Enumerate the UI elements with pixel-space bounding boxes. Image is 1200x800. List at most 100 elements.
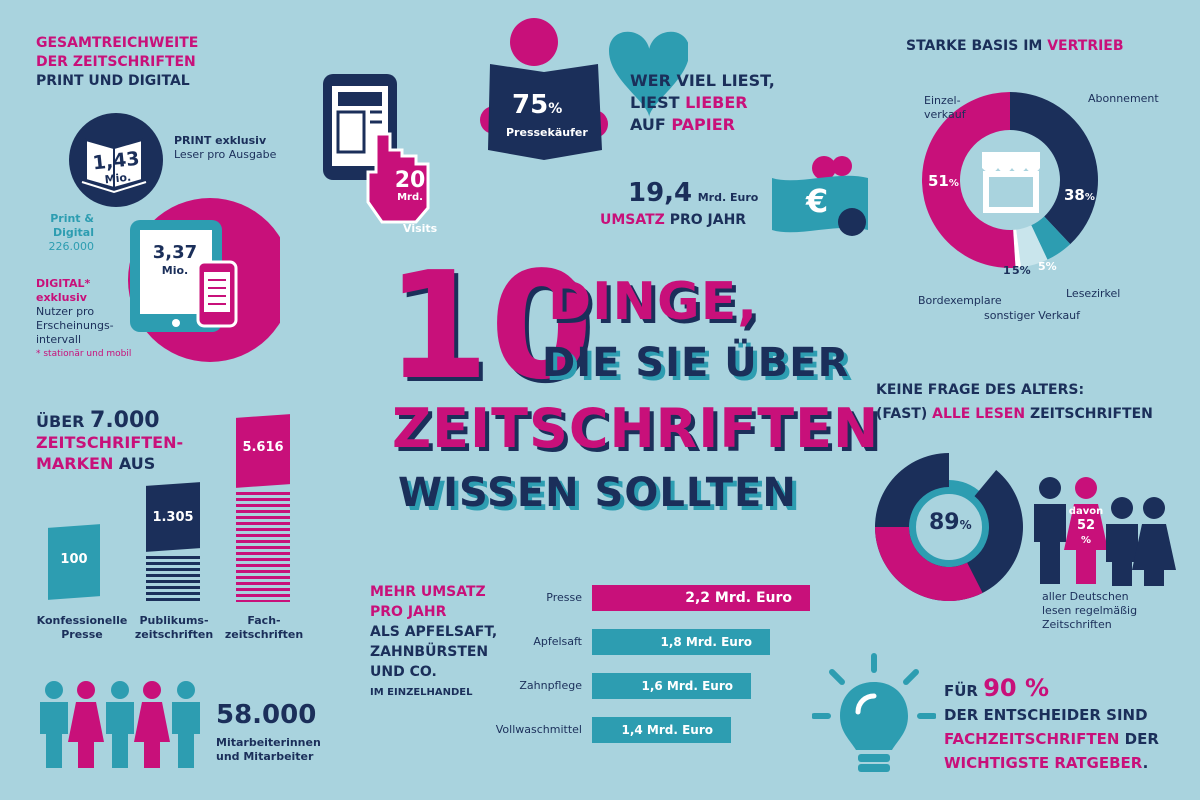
brand-label-fach-2: zeitschriften [224,628,304,641]
age-heading2b: ALLE LESEN [932,406,1026,422]
reading-slogan: WER VIEL LIEST, LIEST LIEBER AUF PAPIER [630,70,775,136]
employees-label1: Mitarbeiterinnen [216,736,321,749]
age-caption2: lesen regelmäßig [1042,604,1138,617]
person-icon [1034,477,1066,584]
sales-slice-bordexemplare [1013,229,1022,268]
digital-number: 3,37 [152,242,198,263]
sales-heading: STARKE BASIS IM VERTRIEB [906,38,1124,54]
title-line1: DINGE, [548,272,758,332]
bar: 1,6 Mrd. Euro [592,673,751,699]
brand-label-konfessionelle-1: Konfessionelle [36,614,128,627]
brand-label-fach: Fach- zeitschriften [222,614,306,642]
comparison-heading6: IM EINZELHANDEL [370,687,473,698]
shop-icon [982,152,1040,213]
reading-slogan-line2a: LIEST [630,93,686,112]
age-heading2a: (FAST) [876,406,933,422]
person-icon [106,681,134,768]
age-sub-pct: % [1080,535,1092,546]
cursor-hand-icon [366,132,430,224]
comparison-heading3: ALS APFELSAFT, [370,624,498,640]
brand-label-publikum-2: zeitschriften [134,628,214,641]
brand-stack-publikum-pages [146,556,200,602]
print-sub: Leser pro Ausgabe [174,148,277,161]
decision-line1a: FÜR [944,682,984,700]
sales-slice-einzel-verkauf [922,92,1016,268]
lesezirkel-pct: 5% [1038,260,1057,273]
brand-value-fach: 5.616 [242,440,284,455]
person-icon [1132,497,1176,586]
decision-line1b: 90 % [983,674,1050,702]
brand-label-konfessionelle: Konfessionelle Presse [36,614,128,642]
sales-donut-chart [922,92,1098,268]
digital-sub2: Erscheinungs- [36,319,114,332]
sonstiger-pct-sign: % [1019,264,1031,277]
lightbulb-icon [812,653,936,772]
lesezirkel-value: 5 [1038,260,1046,273]
person-icon [134,681,170,768]
sales-slice-lesezirkel [1031,216,1071,260]
einzelverkauf-label2: verkauf [924,108,966,121]
sales-label-einzelverkauf: Einzel- verkauf [924,94,966,122]
title-line2: DIE SIE ÜBER [542,340,850,386]
brand-label-publikum-1: Publikums- [139,614,209,627]
reading-slogan-line3b: PAPIER [671,115,735,134]
age-donut-slice-regular [875,527,983,601]
visits-value: 20 Mrd. [382,170,438,206]
reading-label: Pressekäufer [506,126,588,139]
brand-label-konfessionelle-2: Presse [61,628,103,641]
phone-icon [196,260,238,328]
reach-heading-line1: GESAMTREICHWEITE [36,35,199,51]
bar: 2,2 Mrd. Euro [592,585,810,611]
decision-line3b: DER [1119,730,1159,748]
reading-slogan-line3a: AUF [630,115,672,134]
brands-line2: ZEITSCHRIFTEN- [36,433,184,452]
brand-label-publikum: Publikums- zeitschriften [132,614,216,642]
visits-graphic [323,74,430,224]
age-caption1: aller Deutschen [1042,590,1129,603]
decision-line2: DER ENTSCHEIDER SIND [944,706,1148,724]
decision-text: FÜR 90 % DER ENTSCHEIDER SIND FACHZEITSC… [944,676,1159,775]
digital-sub3: intervall [36,333,81,346]
digital-unit: Mio. [161,264,189,277]
bar: 1,8 Mrd. Euro [592,629,770,655]
reading-slogan-line2b: LIEBER [685,93,748,112]
book-icon [81,138,147,194]
revenue-value: 19,4 [628,178,693,208]
age-heading1: KEINE FRAGE DES ALTERS: [876,382,1085,398]
bar-label: Vollwaschmittel [495,723,582,736]
comparison-heading5: UND CO. [370,664,437,680]
reach-heading-line2: DER ZEITSCHRIFTEN [36,54,196,70]
title-number: 10 [386,240,594,412]
visits-unit: Mrd. [397,192,423,203]
age-percent-number: 89 [929,510,960,535]
reading-percent-sign: % [548,101,563,117]
pd-label1: Print & [50,212,94,225]
person-icon [1106,497,1138,586]
abonnement-pct-sign: % [1084,192,1095,203]
revenue-label-a: UMSATZ [600,212,665,228]
comparison-heading2: PRO JAHR [370,604,447,620]
euro-icon: € [806,182,829,220]
digital-caption: DIGITAL* exklusiv Nutzer pro Erscheinung… [36,277,131,360]
brands-heading: ÜBER 7.000 ZEITSCHRIFTEN- MARKEN AUS [36,410,183,474]
sales-label-abonnement: Abonnement [1088,92,1159,105]
sales-slice-sonstiger-verkauf [1016,225,1048,268]
bar-label: Apfelsaft [533,635,582,648]
brand-value-konfessionelle: 100 [60,552,88,567]
reach-heading: GESAMTREICHWEITE DER ZEITSCHRIFTEN PRINT… [36,34,198,91]
person-icon [68,681,104,768]
age-percent-sign: % [959,518,972,532]
decision-line3a: FACHZEITSCHRIFTEN [944,730,1120,748]
digital-value: 3,37 Mio. [146,244,204,280]
reach-heading-line3: PRINT UND DIGITAL [36,73,190,89]
brand-stack-fach-pages [236,492,290,602]
person-icon [40,681,68,768]
pd-value: 226.000 [48,240,95,253]
age-sub: davon 52 % [1066,505,1106,547]
revenue-label: UMSATZ PRO JAHR [600,212,746,228]
money-icon [772,156,868,236]
age-sub-percent: 52 [1076,518,1096,533]
age-donut-chart [875,453,1023,601]
brands-line1b: 7.000 [90,408,160,433]
print-caption: PRINT exklusiv Leser pro Ausgabe [174,134,276,162]
